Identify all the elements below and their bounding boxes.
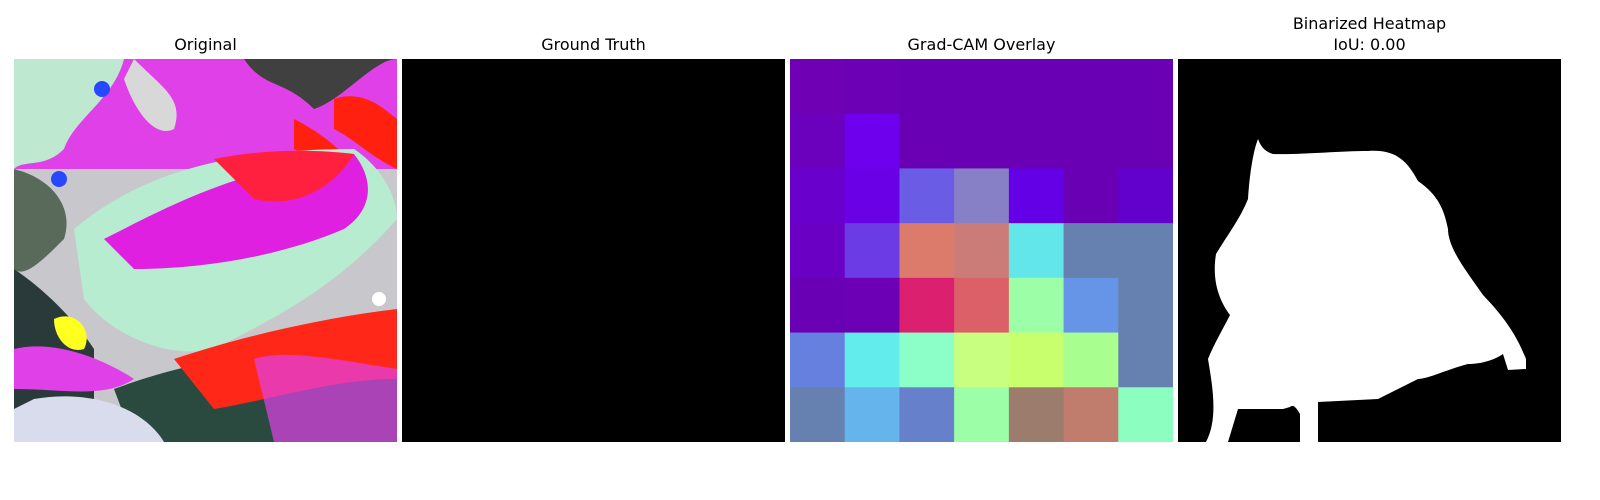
heatmap-cell bbox=[899, 387, 955, 442]
ground-truth-mask bbox=[402, 59, 785, 442]
heatmap-cell bbox=[954, 332, 1010, 388]
heatmap-cell bbox=[1008, 59, 1065, 115]
heatmap-cell bbox=[790, 223, 846, 279]
heatmap-cell bbox=[1008, 277, 1065, 334]
heatmap-cell bbox=[1063, 223, 1119, 279]
binarized-heatmap bbox=[1178, 59, 1561, 442]
heatmap-cell bbox=[954, 59, 1010, 115]
heatmap-cell bbox=[1118, 223, 1173, 279]
iou-score: IoU: 0.00 bbox=[1333, 35, 1406, 54]
heatmap-cell bbox=[1118, 59, 1173, 115]
heatmap-cell bbox=[899, 59, 955, 115]
heatmap-cell bbox=[1118, 113, 1173, 170]
heatmap-cell bbox=[1063, 59, 1119, 115]
heatmap-cell bbox=[1118, 387, 1173, 442]
heatmap-cell bbox=[899, 332, 955, 388]
heatmap-cell bbox=[790, 387, 846, 442]
heatmap-cell bbox=[954, 387, 1010, 442]
heatmap-cell bbox=[844, 387, 901, 442]
heatmap-cell bbox=[1118, 332, 1173, 388]
heatmap-cell bbox=[899, 277, 955, 334]
heatmap-cell bbox=[844, 223, 901, 279]
heatmap-cell bbox=[844, 168, 901, 224]
panel-title-ground-truth: Ground Truth bbox=[541, 35, 646, 54]
original-image bbox=[14, 59, 397, 442]
heatmap-cell bbox=[1118, 168, 1173, 224]
heatmap-cell bbox=[1063, 387, 1119, 442]
panel-title-gradcam: Grad-CAM Overlay bbox=[907, 35, 1056, 54]
heatmap-cell bbox=[899, 113, 955, 170]
heatmap-cell bbox=[954, 113, 1010, 170]
heatmap-cell bbox=[954, 168, 1010, 224]
heatmap-cell bbox=[790, 332, 846, 388]
heatmap-cell bbox=[1118, 277, 1173, 334]
heatmap-cell bbox=[844, 59, 901, 115]
heatmap-cell bbox=[899, 223, 955, 279]
heatmap-cell bbox=[844, 113, 901, 170]
heatmap-cell bbox=[790, 168, 846, 224]
heatmap-cell bbox=[954, 277, 1010, 334]
heatmap-cell bbox=[899, 168, 955, 224]
gradcam-overlay bbox=[790, 59, 1173, 442]
heatmap-cell bbox=[1063, 277, 1119, 334]
heatmap-cell bbox=[1063, 168, 1119, 224]
heatmap-cell bbox=[844, 332, 901, 388]
panel-title-original: Original bbox=[174, 35, 237, 54]
heatmap-cell bbox=[1008, 168, 1065, 224]
heatmap-cell bbox=[1063, 113, 1119, 170]
heatmap-cell bbox=[790, 277, 846, 334]
heatmap-cell bbox=[1008, 113, 1065, 170]
heatmap-cell bbox=[790, 59, 846, 115]
heatmap-cell bbox=[1008, 223, 1065, 279]
heatmap-cell bbox=[1008, 387, 1065, 442]
heatmap-cell bbox=[790, 113, 846, 170]
heatmap-cell bbox=[844, 277, 901, 334]
heatmap-cell bbox=[954, 223, 1010, 279]
heatmap-cell bbox=[1008, 332, 1065, 388]
panel-title-binarized: Binarized Heatmap bbox=[1292, 14, 1447, 33]
heatmap-cell bbox=[1063, 332, 1119, 388]
